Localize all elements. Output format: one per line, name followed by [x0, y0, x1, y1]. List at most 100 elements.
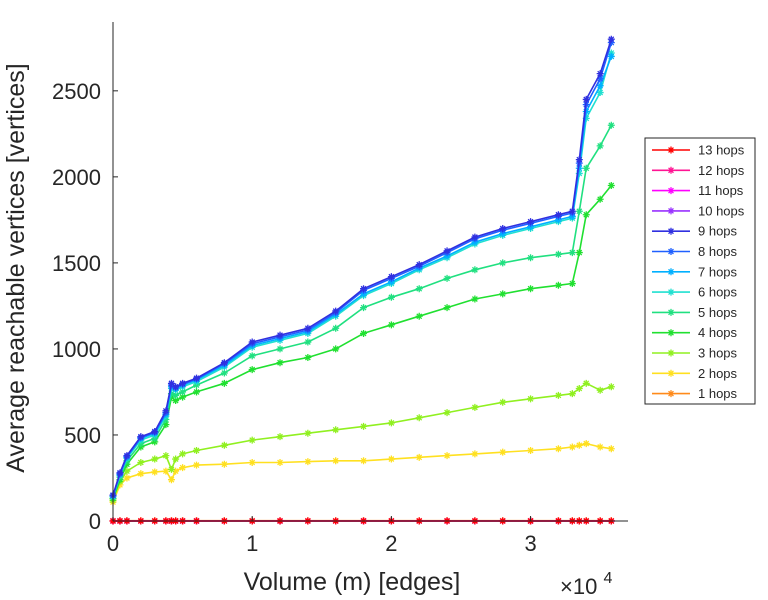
data-point: [304, 458, 312, 466]
data-point: [304, 354, 312, 362]
data-point: [499, 398, 507, 406]
series-line-4-hops: [112, 184, 612, 499]
y-tick-label-0: 0: [89, 509, 101, 534]
legend-item: 2 hops: [652, 366, 738, 381]
data-point: [332, 307, 340, 315]
legend-marker: [667, 248, 675, 255]
series-line-7-hops: [112, 56, 613, 497]
series-2-hops: [109, 440, 615, 506]
data-point: [568, 207, 576, 215]
data-point: [123, 474, 131, 482]
data-point: [582, 114, 590, 122]
data-point: [582, 164, 590, 172]
data-point: [415, 453, 423, 461]
data-point: [276, 433, 284, 441]
data-point: [123, 452, 131, 460]
x-multiplier: ×10 4: [560, 570, 612, 599]
data-point: [332, 426, 340, 434]
data-point: [527, 218, 535, 226]
data-point: [471, 266, 479, 274]
y-tick-label-5: 2500: [52, 79, 101, 104]
legend-marker: [667, 288, 675, 296]
data-point: [471, 295, 479, 303]
data-point: [167, 465, 175, 473]
legend-label: 5 hops: [698, 305, 738, 320]
data-point: [568, 390, 576, 398]
data-point: [162, 407, 170, 415]
legend-item: 4 hops: [652, 325, 738, 340]
legend-label: 8 hops: [698, 244, 738, 259]
data-point: [527, 285, 535, 293]
data-point: [443, 409, 451, 417]
x-multiplier-exponent: 4: [603, 570, 612, 587]
y-tick-label-1: 500: [64, 423, 101, 448]
data-point: [172, 383, 180, 391]
data-point: [193, 446, 201, 454]
legend-marker: [667, 349, 675, 357]
data-point: [471, 403, 479, 411]
data-point: [387, 293, 395, 301]
data-point: [276, 359, 284, 367]
data-point: [527, 254, 535, 262]
data-point: [151, 428, 159, 436]
data-point: [172, 391, 180, 399]
legend-marker: [667, 187, 675, 195]
legend: 13 hops 12 hops 11 hops 10 hops 9 hops 8 hops…: [644, 137, 756, 405]
data-point: [220, 369, 228, 377]
data-point: [554, 211, 562, 219]
data-point: [471, 233, 479, 241]
legend-marker: [667, 166, 675, 174]
axes: [112, 22, 628, 522]
x-tick-label-2: 2: [385, 531, 397, 556]
x-axis-title: Volume (m) [edges]: [244, 568, 461, 596]
legend-marker: [667, 369, 675, 377]
data-point: [179, 388, 187, 396]
data-point: [471, 450, 479, 458]
legend-item: 1 hops: [652, 386, 738, 401]
data-point: [276, 458, 284, 466]
data-point: [443, 274, 451, 282]
data-point: [443, 304, 451, 312]
data-point: [387, 321, 395, 329]
legend-item: 11 hops: [652, 183, 744, 198]
data-point: [582, 211, 590, 219]
data-point: [248, 436, 256, 444]
data-point: [607, 52, 615, 60]
ticks: 0 1 2 3 0 500 1000 1500 2000 2500: [52, 79, 537, 556]
data-point: [527, 395, 535, 403]
data-point: [137, 458, 145, 466]
legend-item: 6 hops: [652, 285, 738, 300]
legend-item: 8 hops: [652, 244, 738, 259]
x-tick-label-3: 3: [524, 531, 536, 556]
data-point: [596, 195, 604, 203]
data-point: [607, 181, 615, 189]
y-tick-label-4: 2000: [52, 165, 101, 190]
data-point: [596, 70, 604, 78]
data-point: [387, 273, 395, 281]
data-point: [162, 467, 170, 475]
data-point: [415, 261, 423, 269]
data-point: [332, 324, 340, 332]
data-point: [332, 457, 340, 465]
data-point: [443, 452, 451, 460]
data-point: [415, 312, 423, 320]
x-multiplier-base: ×10: [560, 574, 597, 599]
series-4-hops: [109, 181, 615, 503]
data-point: [596, 142, 604, 150]
series-line-3-hops: [112, 382, 612, 501]
data-point: [596, 82, 604, 90]
legend-marker: [667, 146, 675, 154]
legend-item: 12 hops: [652, 163, 745, 178]
data-point: [276, 331, 284, 339]
data-point: [568, 280, 576, 288]
data-point: [415, 285, 423, 293]
series-6-hops: [109, 49, 615, 501]
series-line-9-hops: [112, 38, 613, 496]
data-point: [167, 390, 175, 398]
x-tick-label-1: 1: [246, 531, 258, 556]
series-9-hops: [109, 35, 615, 499]
data-point: [568, 249, 576, 257]
legend-label: 4 hops: [698, 325, 738, 340]
legend-label: 6 hops: [698, 285, 738, 300]
data-point: [172, 455, 180, 463]
